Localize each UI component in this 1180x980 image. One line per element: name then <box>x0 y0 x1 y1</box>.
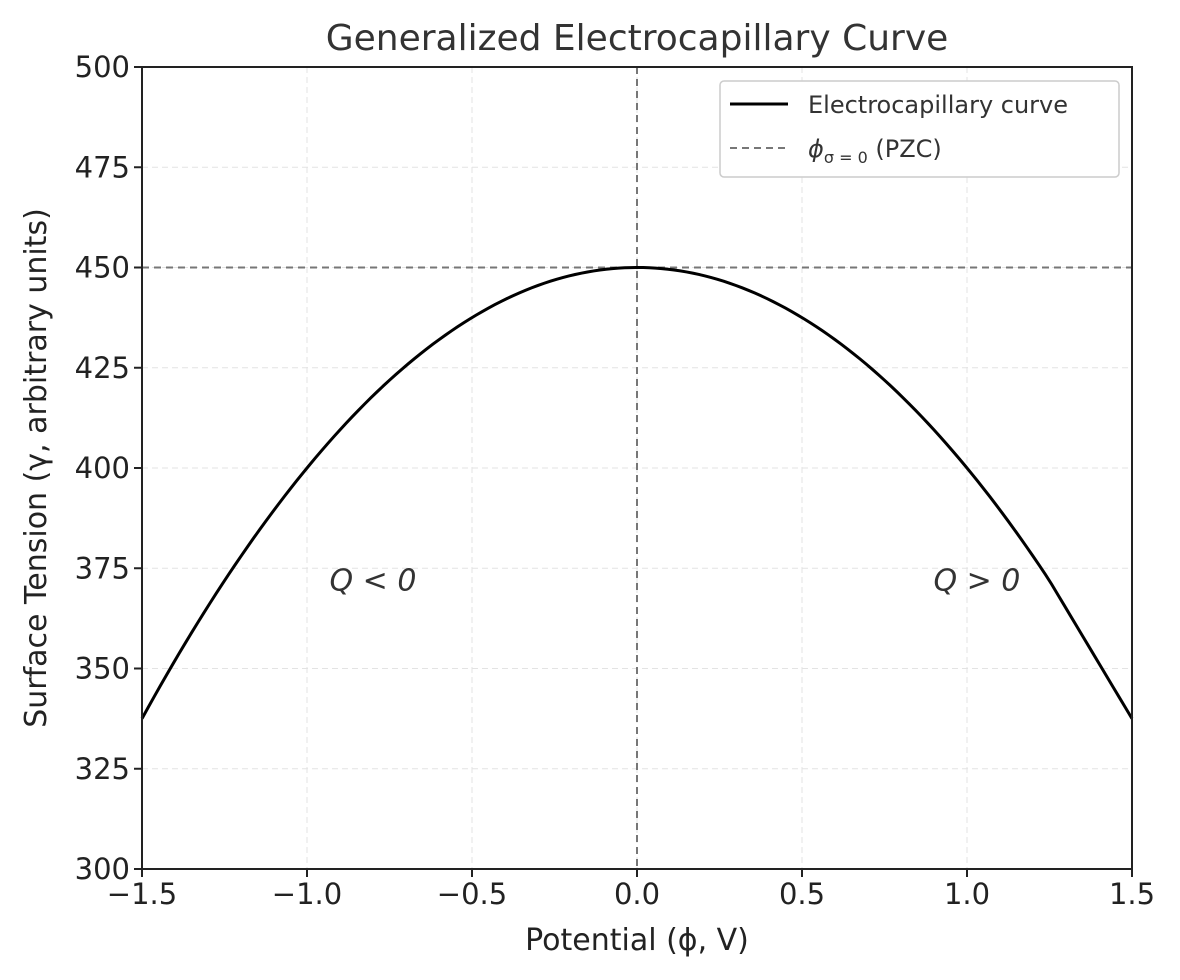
y-tick-label: 500 <box>75 50 130 84</box>
x-tick-label: −1.0 <box>272 877 342 911</box>
legend-label-pzc: ϕσ = 0 (PZC) <box>808 135 942 167</box>
annotation-negative-charge: Q < 0 <box>330 563 417 598</box>
series-layer <box>140 265 1134 720</box>
x-tick-label: 0.5 <box>779 877 825 911</box>
y-tick-label: 425 <box>75 351 130 385</box>
y-tick-label: 350 <box>75 652 130 686</box>
x-tick-label: 1.0 <box>944 877 990 911</box>
y-tick-label: 400 <box>75 451 130 485</box>
legend: Electrocapillary curve ϕσ = 0 (PZC) <box>719 80 1120 178</box>
y-axis-ticks: 300 325 350 375 400 425 450 475 500 <box>75 50 142 886</box>
y-tick-label: 300 <box>75 852 130 886</box>
x-axis-label: Potential (ϕ, V) <box>525 923 749 958</box>
x-axis-ticks: −1.5 −1.0 −0.5 0.0 0.5 1.0 1.5 <box>107 869 1155 911</box>
legend-pzc-symbol: ϕ <box>808 135 824 163</box>
x-tick-label: −1.5 <box>107 877 177 911</box>
x-tick-label: 0.0 <box>614 877 660 911</box>
legend-label-curve: Electrocapillary curve <box>808 91 1068 119</box>
y-tick-label: 475 <box>75 150 130 184</box>
y-axis-label: Surface Tension (γ, arbitrary units) <box>19 208 54 728</box>
y-tick-label: 325 <box>75 752 130 786</box>
legend-pzc-tail: (PZC) <box>868 135 942 163</box>
legend-pzc-subscript: σ = 0 <box>824 148 868 167</box>
x-tick-label: −0.5 <box>437 877 507 911</box>
annotation-positive-charge: Q > 0 <box>933 563 1020 598</box>
annotations: Q < 0 Q > 0 <box>330 563 1021 598</box>
legend-box <box>719 80 1120 178</box>
electrocapillary-curve-line <box>140 265 1134 720</box>
y-tick-label: 450 <box>75 251 130 285</box>
y-tick-label: 375 <box>75 551 130 585</box>
x-tick-label: 1.5 <box>1109 877 1155 911</box>
chart-title: Generalized Electrocapillary Curve <box>326 18 949 59</box>
